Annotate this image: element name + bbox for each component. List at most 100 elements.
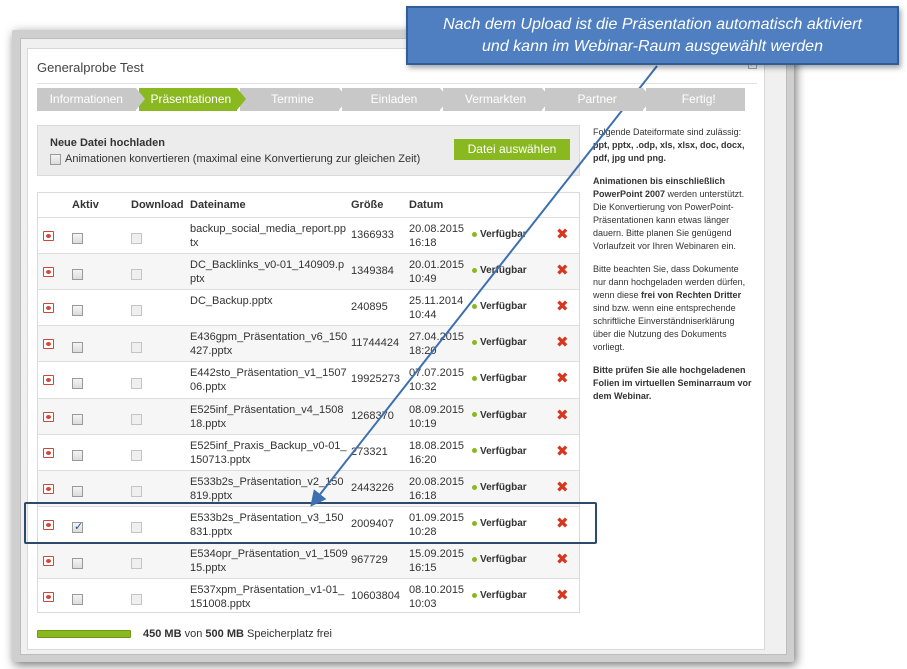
file-name: E442sto_Präsentation_v1_150706.pptx <box>190 367 347 394</box>
file-date: 07.07.2015 10:32 <box>409 367 465 394</box>
green-dot-icon <box>472 340 477 346</box>
aktiv-checkbox[interactable] <box>72 230 83 248</box>
file-name: E537xpm_Präsentation_v1-01_151008.pptx <box>190 584 345 610</box>
file-date: 18.08.2015 16:20 <box>409 439 465 466</box>
table-row: E534opr_Präsentation_v1_150915.pptx 96772… <box>38 541 579 578</box>
aktiv-checkbox[interactable] <box>72 338 83 356</box>
aktiv-checkbox[interactable] <box>72 555 83 573</box>
step-partner[interactable]: Partner <box>544 88 652 111</box>
delete-x-icon[interactable]: ✖ <box>556 406 569 424</box>
aktiv-checkbox[interactable] <box>72 591 83 609</box>
delete-x-icon[interactable]: ✖ <box>556 298 569 316</box>
file-name: backup_social_media_report.pptx <box>190 223 346 249</box>
delete-x-icon[interactable]: ✖ <box>556 442 569 460</box>
select-file-button[interactable]: Datei auswählen <box>454 139 570 160</box>
step-informationen[interactable]: Informationen <box>37 88 145 111</box>
delete-x-icon[interactable]: ✖ <box>556 334 569 352</box>
table-row: E525inf_Präsentation_v4_150818.pptx 12683… <box>38 397 579 434</box>
pptx-file-icon[interactable] <box>43 303 54 314</box>
pptx-file-icon[interactable] <box>43 267 54 278</box>
aktiv-checkbox[interactable]: ✓ <box>72 521 84 534</box>
status-badge: Verfügbar <box>472 373 527 384</box>
delete-x-icon[interactable]: ✖ <box>556 226 569 243</box>
delete-x-icon[interactable]: ✖ <box>556 262 569 280</box>
file-date: 20.08.2015 16:18 <box>409 223 465 249</box>
file-date: 25.11.2014 10:44 <box>409 295 464 322</box>
table-row: DC_Backup.pptx 240895 25.11.2014 10:44 Verf… <box>38 289 579 325</box>
file-date: 08.10.2015 10:03 <box>409 584 465 610</box>
file-size: 10603804 <box>351 590 400 602</box>
info-rights: Bitte beachten Sie, dass Dokumente nur d… <box>593 264 746 352</box>
info-sidebar: Folgende Dateiformate sind zulässig: ppt… <box>593 126 753 413</box>
pptx-file-icon[interactable] <box>43 231 54 241</box>
info-check-slides: Bitte prüfen Sie alle hochgeladenen Foli… <box>593 365 752 401</box>
header-aktiv: Aktiv <box>72 199 99 211</box>
delete-x-icon[interactable]: ✖ <box>556 370 569 388</box>
file-name: E525inf_Praxis_Backup_v0-01_150713.pptx <box>190 439 347 466</box>
step-vermarkten[interactable]: Vermarkten <box>443 88 551 111</box>
pptx-file-icon[interactable] <box>43 592 54 602</box>
pptx-file-icon[interactable] <box>43 483 54 494</box>
file-size: 273321 <box>351 445 388 458</box>
wizard-steps: Informationen Präsentationen Termine Einlad… <box>37 88 748 111</box>
pptx-file-icon[interactable] <box>43 339 54 350</box>
step-fertig[interactable]: Fertig! <box>646 88 745 111</box>
storage-text: 450 MB von 500 MB Speicherplatz frei <box>143 628 332 640</box>
file-date: 08.09.2015 10:19 <box>409 403 465 430</box>
info-formats: Folgende Dateiformate sind zulässig: ppt… <box>593 127 745 163</box>
storage-used: 450 MB <box>143 628 182 640</box>
download-checkbox[interactable] <box>131 447 142 465</box>
convert-animations-option[interactable]: Animationen konvertieren (maximal eine K… <box>50 153 420 165</box>
delete-x-icon[interactable]: ✖ <box>556 587 569 604</box>
green-dot-icon <box>472 304 477 310</box>
download-checkbox[interactable] <box>131 374 142 392</box>
green-dot-icon <box>472 412 477 418</box>
aktiv-checkbox[interactable] <box>72 447 83 465</box>
file-size: 2009407 <box>351 517 394 530</box>
download-checkbox[interactable] <box>131 411 142 429</box>
delete-x-icon[interactable]: ✖ <box>556 550 569 568</box>
pptx-file-icon[interactable] <box>43 555 54 566</box>
callout-line-1: Nach dem Upload ist die Präsentation aut… <box>443 16 862 33</box>
download-checkbox[interactable] <box>131 519 142 537</box>
download-checkbox[interactable] <box>131 230 142 248</box>
file-date: 15.09.2015 16:15 <box>409 547 465 574</box>
download-checkbox[interactable] <box>131 266 142 284</box>
aktiv-checkbox[interactable] <box>72 483 83 501</box>
table-row: DC_Backlinks_v0-01_140909.pptx 1349384 20.… <box>38 253 579 290</box>
status-badge: Verfügbar <box>472 446 527 457</box>
table-row: backup_social_media_report.pptx 1366933 20… <box>38 217 579 253</box>
pptx-file-icon[interactable] <box>43 411 54 422</box>
step-präsentationen[interactable]: Präsentationen <box>138 88 246 111</box>
file-name: E525inf_Präsentation_v4_150818.pptx <box>190 403 344 430</box>
download-checkbox[interactable] <box>131 591 142 609</box>
pptx-file-icon[interactable] <box>43 447 54 458</box>
status-badge: Verfügbar <box>472 482 527 493</box>
aktiv-checkbox[interactable] <box>72 266 83 284</box>
aktiv-checkbox[interactable] <box>72 374 83 392</box>
delete-x-icon[interactable]: ✖ <box>556 478 569 496</box>
download-checkbox[interactable] <box>131 555 142 573</box>
aktiv-checkbox[interactable] <box>72 302 83 320</box>
download-checkbox[interactable] <box>131 302 142 320</box>
step-termine[interactable]: Termine <box>240 88 348 111</box>
step-einladen[interactable]: Einladen <box>341 88 449 111</box>
storage-bar <box>37 630 131 638</box>
file-size: 240895 <box>351 301 388 314</box>
green-dot-icon <box>472 448 477 454</box>
convert-animations-checkbox[interactable] <box>50 153 61 165</box>
delete-x-icon[interactable]: ✖ <box>556 514 569 532</box>
file-name: E436gpm_Präsentation_v6_150427.pptx <box>190 331 348 358</box>
aktiv-checkbox[interactable] <box>72 411 83 429</box>
file-date: 27.04.2015 18:20 <box>409 331 465 358</box>
pptx-file-icon[interactable] <box>43 519 54 530</box>
download-checkbox[interactable] <box>131 338 142 356</box>
pptx-file-icon[interactable] <box>43 375 54 386</box>
download-checkbox[interactable] <box>131 483 142 501</box>
status-badge: Verfügbar <box>472 337 527 348</box>
green-dot-icon <box>472 484 477 490</box>
upload-title: Neue Datei hochladen <box>50 137 165 149</box>
status-badge: Verfügbar <box>472 410 527 421</box>
table-row: E442sto_Präsentation_v1_150706.pptx 19925… <box>38 361 579 397</box>
page-title: Generalprobe Test <box>37 60 144 75</box>
